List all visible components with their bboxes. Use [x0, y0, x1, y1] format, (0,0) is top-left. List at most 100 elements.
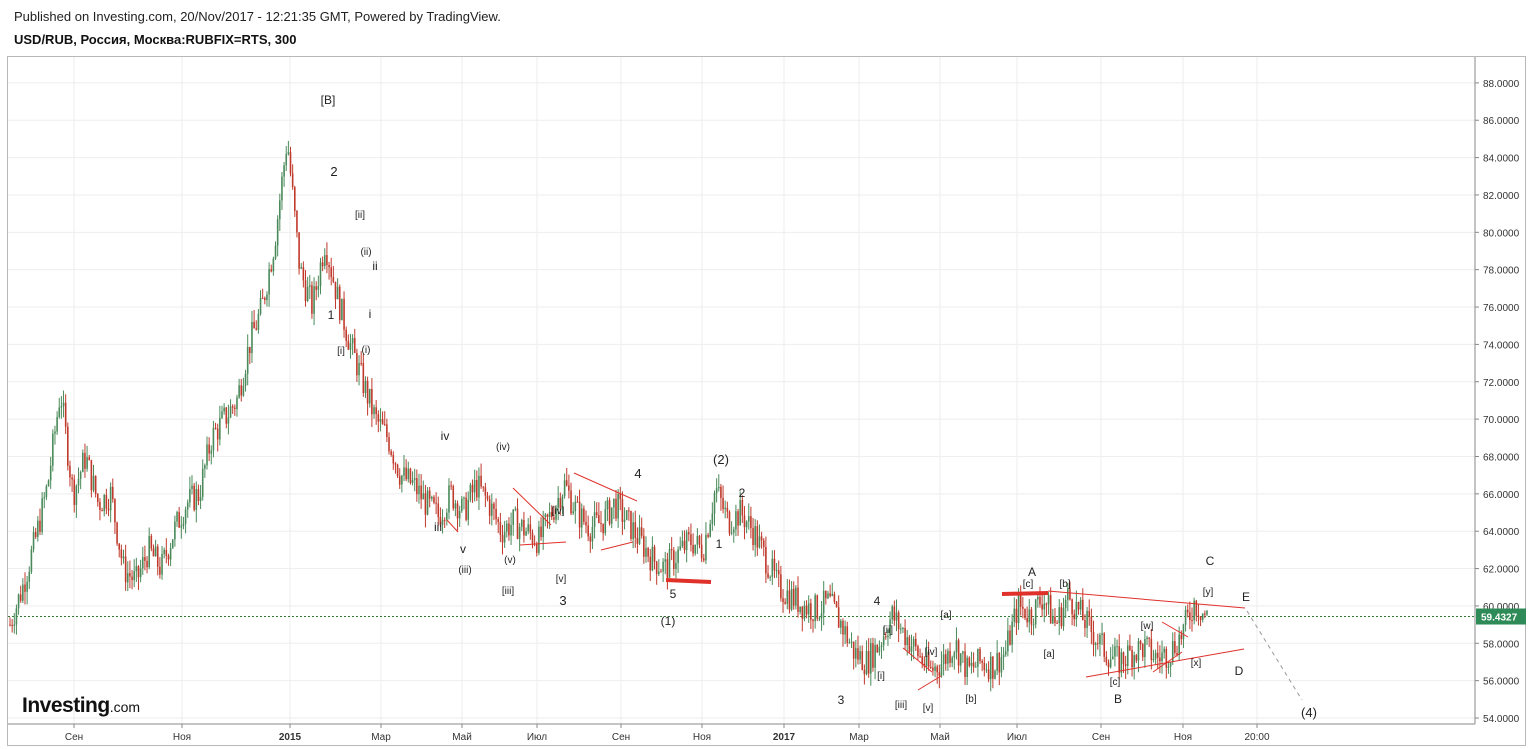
candle-body	[555, 507, 557, 520]
wave-label: [B]	[321, 93, 336, 107]
candle-body	[366, 380, 369, 404]
wave-label: (i)	[362, 345, 371, 356]
x-tick-label: Сен	[612, 732, 630, 743]
candle-body	[195, 489, 198, 510]
candle-body	[1122, 652, 1125, 665]
candle-body	[323, 255, 326, 267]
candle-body	[662, 561, 664, 572]
candle-body	[760, 536, 763, 541]
wave-label: [v]	[556, 574, 567, 585]
candle-body	[264, 298, 266, 301]
candle-body	[846, 626, 849, 643]
y-tick-label: 62.0000	[1483, 565, 1520, 576]
candle-body	[405, 467, 407, 480]
candle-body	[570, 490, 572, 514]
candle-body	[79, 472, 82, 479]
candle-body	[1146, 637, 1148, 640]
candle-body	[317, 286, 320, 290]
candle-body	[660, 571, 662, 573]
candle-body	[859, 651, 861, 660]
candle-body	[947, 650, 949, 664]
candle-body	[1124, 664, 1127, 666]
candle-body	[1189, 612, 1191, 621]
candle-body	[1090, 616, 1093, 632]
candle-body	[799, 606, 801, 612]
candle-body	[914, 638, 917, 647]
candle-body	[992, 656, 994, 679]
candle-body	[974, 666, 977, 668]
candle-body	[1167, 666, 1170, 668]
candle-body	[666, 559, 669, 578]
candle-body	[651, 546, 654, 571]
candle-body	[448, 485, 450, 513]
candle-body	[368, 388, 371, 404]
candle-body	[463, 497, 465, 499]
x-tick-label: Июл	[527, 732, 547, 743]
candle-body	[544, 514, 547, 518]
candle-body	[336, 286, 339, 300]
x-tick-label: Июл	[1007, 732, 1027, 743]
candle-body	[636, 538, 639, 544]
candle-body	[1062, 608, 1065, 627]
candle-body	[126, 573, 129, 583]
candle-body	[730, 532, 733, 534]
candle-body	[242, 385, 245, 396]
candle-body	[987, 669, 990, 680]
candle-body	[546, 514, 549, 517]
wave-label: iii	[434, 520, 442, 534]
candle-body	[43, 497, 46, 499]
candle-body	[754, 526, 756, 546]
candle-body	[777, 570, 780, 575]
candle-body	[338, 286, 341, 321]
candle-body	[1075, 601, 1078, 620]
candle-body	[617, 493, 619, 519]
candle-body	[655, 561, 658, 575]
candle-body	[891, 606, 894, 620]
candle-body	[234, 407, 236, 410]
candle-body	[30, 549, 33, 572]
candle-body	[615, 498, 617, 519]
wave-label: 1	[328, 308, 335, 322]
candle-body	[1022, 606, 1024, 609]
candle-body	[67, 426, 69, 466]
candle-body	[439, 516, 442, 525]
candle-body	[19, 594, 22, 601]
candle-body	[795, 587, 797, 606]
candle-body	[1118, 646, 1121, 673]
wave-label: [x]	[1191, 658, 1202, 669]
candle-body	[951, 657, 953, 663]
candle-body	[658, 571, 660, 575]
candle-body	[486, 495, 489, 500]
candle-body	[745, 521, 748, 528]
candle-body	[152, 548, 155, 557]
candle-body	[116, 522, 118, 544]
candle-body	[857, 648, 859, 660]
candle-body	[107, 508, 110, 511]
candle-body	[24, 584, 26, 592]
candle-body	[17, 594, 20, 609]
candle-body	[141, 557, 144, 569]
wave-label: (ii)	[360, 247, 371, 258]
candle-body	[1186, 609, 1189, 613]
candle-body	[396, 464, 399, 476]
trendline	[1161, 621, 1189, 638]
candle-body	[184, 509, 187, 524]
candle-body	[426, 490, 429, 515]
candle-body	[137, 566, 140, 578]
candle-body	[726, 507, 729, 512]
candle-body	[403, 467, 405, 476]
candle-body	[925, 651, 928, 667]
candle-body	[750, 516, 752, 529]
candle-body	[450, 485, 452, 487]
candle-body	[1052, 616, 1054, 624]
candle-body	[1169, 661, 1172, 667]
candle-body	[437, 503, 440, 517]
candle-body	[602, 523, 604, 534]
x-tick-label: 20:00	[1244, 732, 1269, 743]
projection-dashed-line	[1246, 610, 1303, 701]
x-tick-label: Ноя	[693, 732, 711, 743]
candle-body	[938, 672, 941, 676]
candle-body	[214, 427, 217, 429]
candle-body	[934, 666, 936, 671]
